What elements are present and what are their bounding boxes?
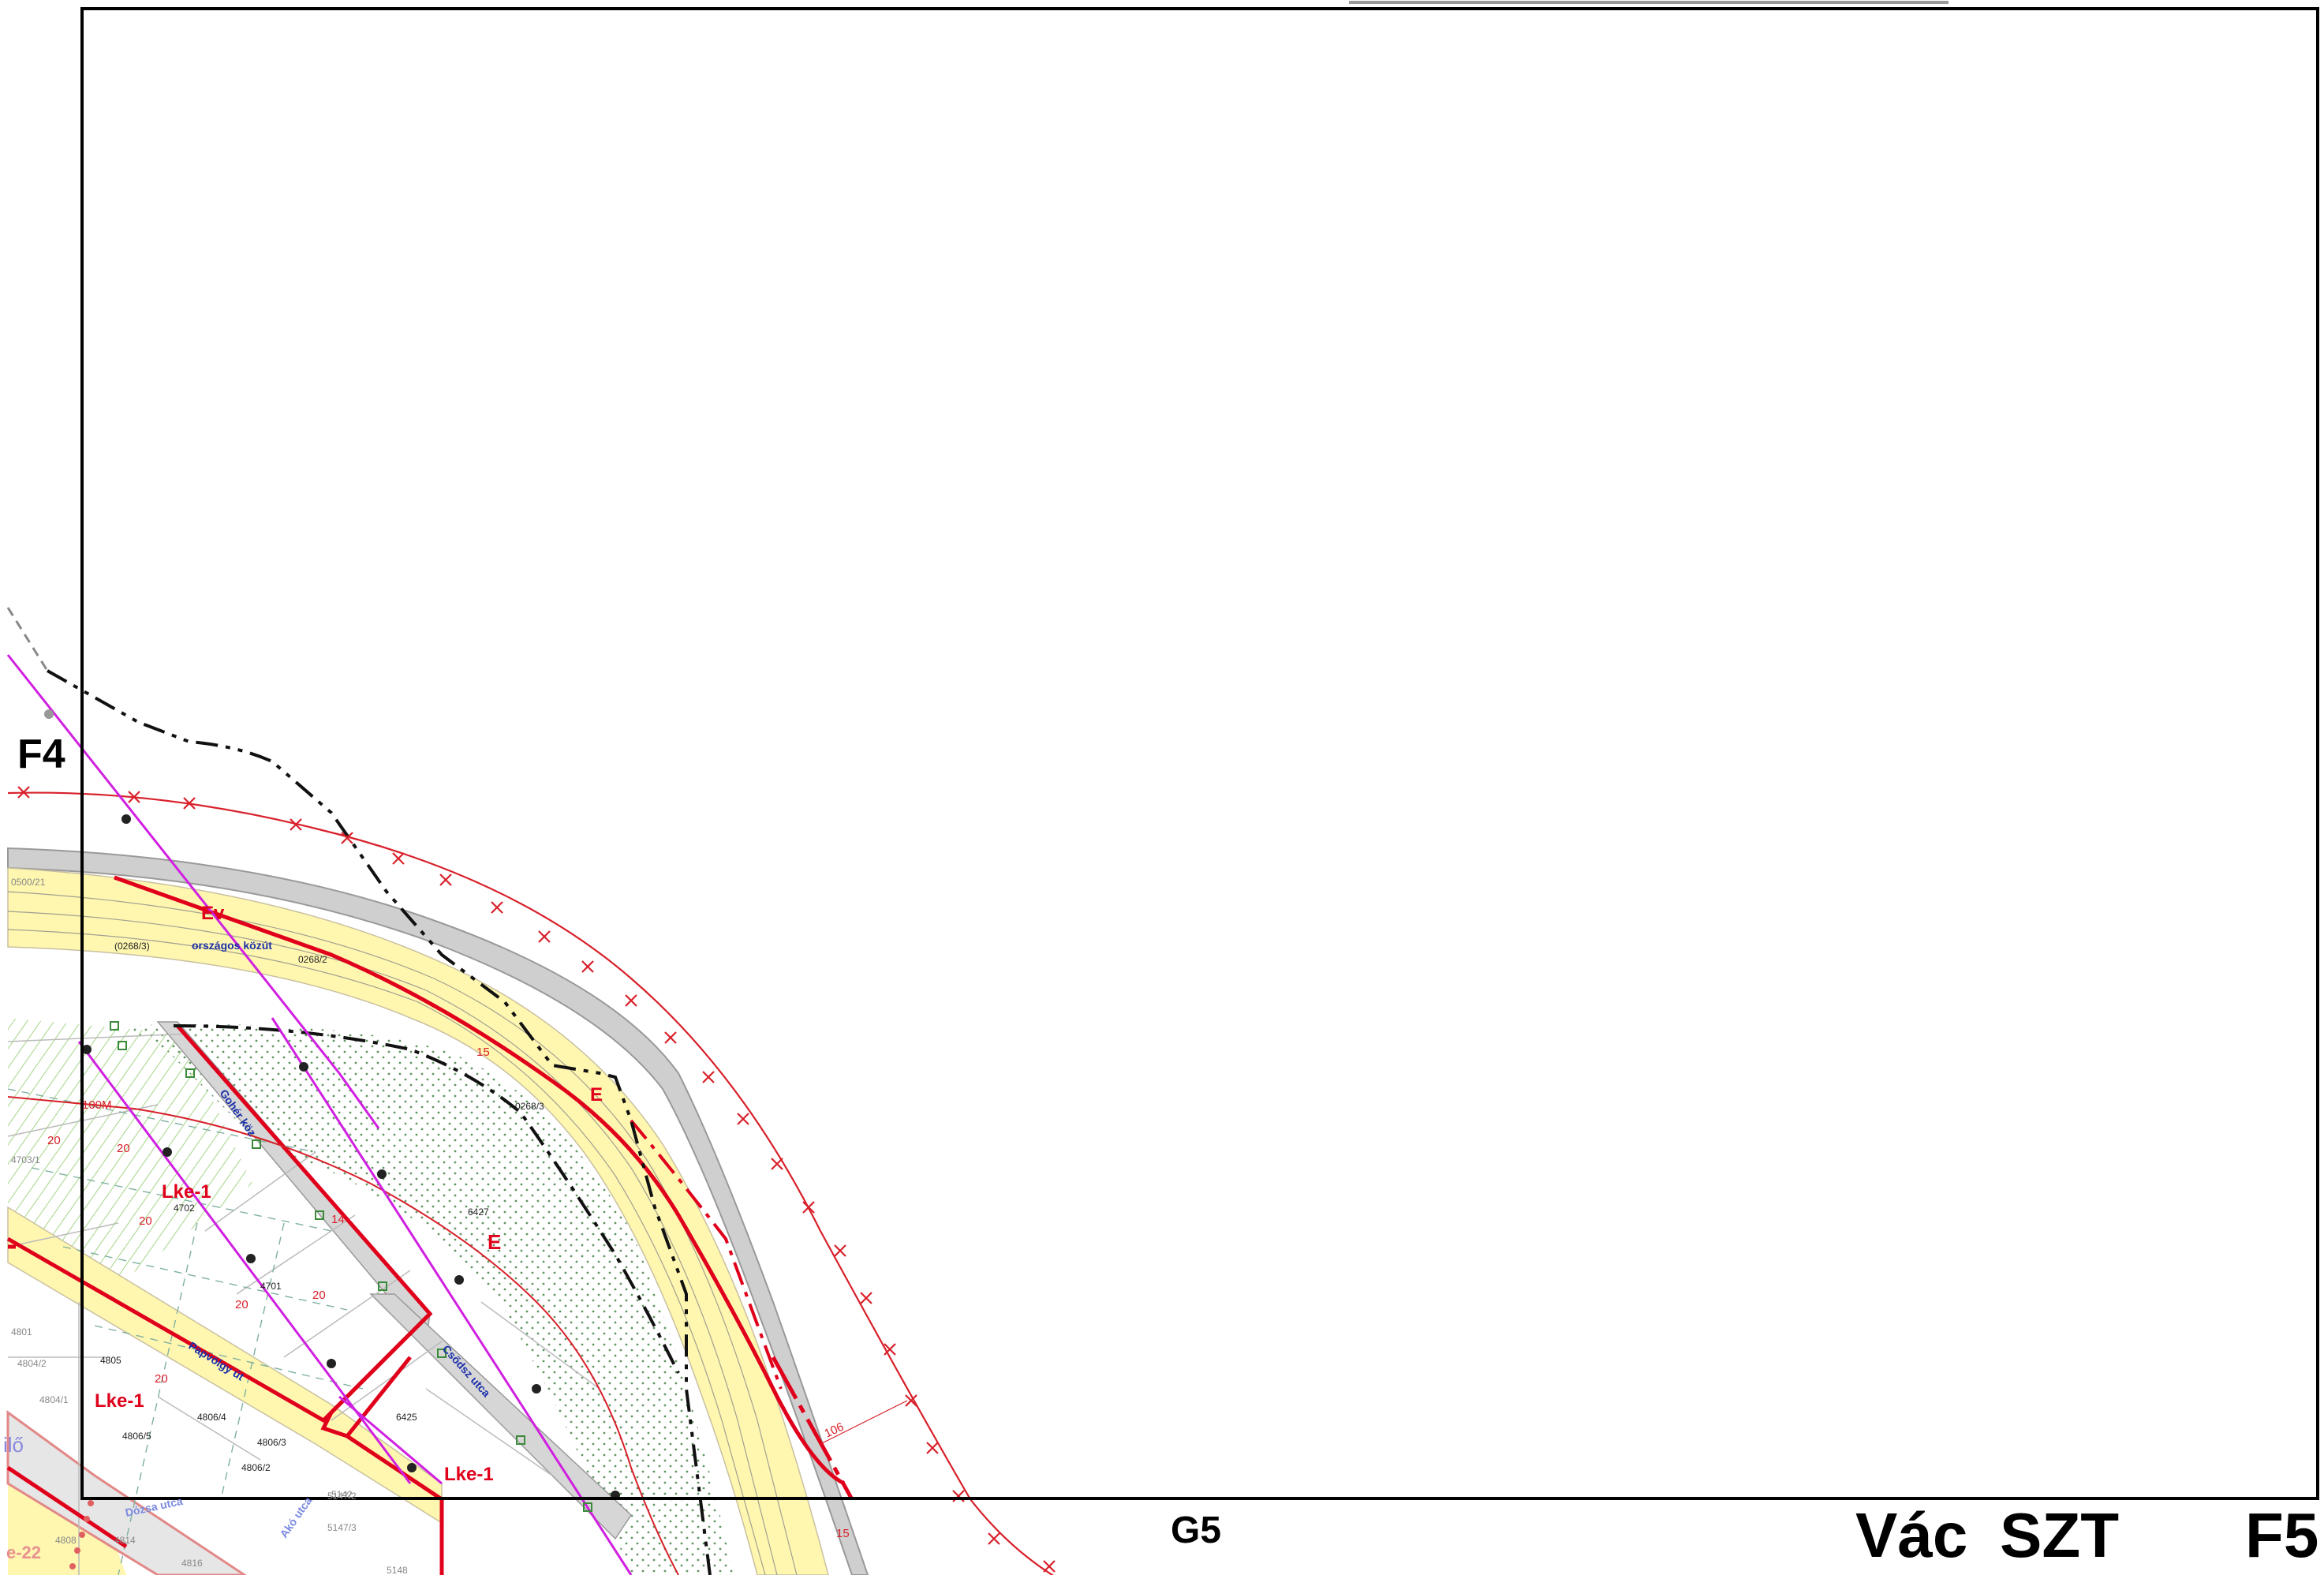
parcel-number: (0268/3) <box>114 941 150 952</box>
parcel-number: 0500/21 <box>11 877 46 888</box>
parcel-number: 6427 <box>468 1207 489 1218</box>
doc-code-label: SZT <box>2000 1500 2119 1570</box>
parcel-number: 4806/4 <box>197 1412 226 1423</box>
parcel-lines <box>7 1033 600 1575</box>
measure-label: 106 <box>823 1420 846 1441</box>
admin-boundary <box>47 669 712 1575</box>
parcel-number: 0268/3 <box>515 1101 544 1112</box>
zone-boundaries <box>6 875 846 1575</box>
parcel-numbers: (0268/3) 0268/2 0268/3 6427 4702 4701 48… <box>11 877 544 1575</box>
zone-label-e22: e-22 <box>6 1543 41 1562</box>
parcel-number: 4806/5 <box>122 1431 151 1442</box>
parcel-number: 4702 <box>174 1203 195 1214</box>
zone-label-lke-b: Lke-1 <box>95 1390 144 1412</box>
dashed-parcel-lines <box>7 1088 364 1575</box>
parcel-number: 4806/3 <box>257 1437 286 1448</box>
grid-label-left: F4 <box>17 731 65 777</box>
measure-label: 20 <box>155 1372 168 1386</box>
dotted-area-e <box>118 1024 734 1575</box>
green-markers <box>110 1021 592 1512</box>
measure-labels: 100M 20 20 20 20 20 20 15 14 106 15 <box>47 1046 850 1540</box>
inner-protection-line <box>7 1096 679 1575</box>
zone-label-lke-c: Lke-1 <box>444 1464 494 1485</box>
measure-label: 20 <box>312 1289 326 1302</box>
parcel-number: 6425 <box>396 1412 417 1423</box>
parcel-number: 4801 <box>11 1326 32 1337</box>
boundary-stub <box>6 607 49 672</box>
utility-lines <box>6 654 633 1575</box>
dimension-line <box>820 1400 908 1445</box>
parcel-number: 4805 <box>100 1355 121 1366</box>
zone-dashdot-line <box>630 1119 783 1390</box>
hatched-area <box>8 1018 252 1278</box>
parcel-number: 5142 <box>331 1489 353 1500</box>
grid-label-bottom-center: G5 <box>1171 1510 1221 1551</box>
parcel-number: 4806/2 <box>241 1462 271 1473</box>
parcel-number: 5148 <box>387 1565 408 1575</box>
lower-grey-road <box>6 1410 247 1575</box>
red-dot-trail <box>69 1500 94 1569</box>
csonak-lane <box>369 1293 632 1540</box>
parcel-number: 4804/1 <box>39 1394 69 1405</box>
zone-line-right <box>771 1356 854 1501</box>
parcel-number: 5147/3 <box>327 1522 357 1533</box>
utility-poles <box>44 709 620 1500</box>
road-label-ako: Akó utca <box>277 1495 314 1540</box>
parcel-number: 4701 <box>260 1281 282 1292</box>
zone-label-ev: Ev <box>201 903 225 924</box>
measure-label: 100M <box>82 1098 112 1112</box>
map-frame <box>80 7 2319 1500</box>
parcel-number: 0268/2 <box>298 954 327 965</box>
parcel-number: 5147/2 <box>327 1491 357 1502</box>
measure-label: 15 <box>476 1046 490 1059</box>
parcel-number: 4814 <box>114 1535 136 1546</box>
grid-label-bottom-right: F5 <box>2245 1500 2318 1570</box>
parcel-number: 4804/2 <box>17 1358 47 1369</box>
parcel-number: 4703/1 <box>11 1154 40 1165</box>
measure-label: 20 <box>117 1142 130 1155</box>
measure-label: 14 <box>331 1213 345 1226</box>
zone-labels: Ev E E Lke-1 Lke-1 Lke-1 e-22 <box>6 903 603 1562</box>
measure-label: 20 <box>139 1214 152 1228</box>
measure-label: 15 <box>836 1527 850 1540</box>
parcel-number: 4808 <box>55 1535 77 1546</box>
parcel-number: 4816 <box>181 1558 203 1569</box>
protection-line-markers <box>17 786 1056 1573</box>
admin-boundary-inner <box>173 1024 680 1374</box>
zone-label-e-mid: E <box>488 1230 501 1254</box>
grey-road-band <box>7 847 869 1575</box>
left-edge-label: ilő <box>3 1433 24 1457</box>
road-label-national: országos közút <box>192 939 272 952</box>
measure-label: 20 <box>235 1298 248 1311</box>
measure-label: 20 <box>47 1134 61 1147</box>
city-label: Vác <box>1855 1500 1967 1570</box>
zone-label-e-top: E <box>590 1084 603 1105</box>
zone-label-lke-a: Lke-1 <box>162 1181 211 1203</box>
